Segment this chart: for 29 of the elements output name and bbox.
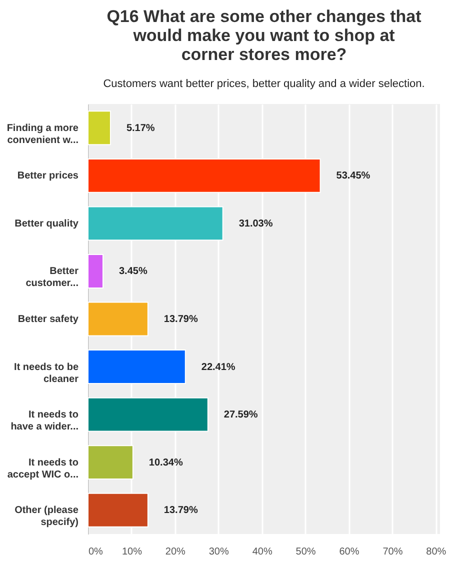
data-label: 10.34% [148,457,183,468]
data-label: 5.17% [126,122,155,134]
y-tick-label: It needs to accept WIC o... [7,457,79,480]
chart-title: Q16 What are some other changes that would make you want to shop at corner stores more? [106,7,422,64]
y-tick-label: It needs to be cleaner [14,362,79,385]
y-tick-label: Other (please specify) [14,505,79,528]
data-label: 27.59% [224,410,258,421]
x-tick-label: 20% [165,546,186,558]
y-tick-label: It needs to have a wider... [10,410,79,433]
x-tick-label: 0% [88,546,104,558]
x-tick-label: 50% [296,546,316,558]
data-label: 13.79% [164,505,198,516]
x-tick-label: 80% [426,546,446,558]
data-label: 3.45% [118,266,148,278]
y-tick-label: Better quality [14,218,79,230]
y-tick-label: Finding a more convenient w... [6,122,79,146]
data-label: 22.41% [201,362,236,373]
x-tick-label: 60% [339,546,360,558]
x-tick-label: 30% [208,546,229,558]
data-label: 53.45% [336,170,370,182]
x-tick-label: 40% [252,546,272,558]
data-label: 13.79% [164,314,198,325]
y-tick-label: Better prices [17,170,79,182]
y-tick-label: Better customer... [26,266,79,290]
data-label: 31.03% [238,218,273,230]
x-tick-label: 70% [382,546,403,558]
chart-subtitle: Customers want better prices, better quality and a wider selection. [103,78,425,90]
x-tick-label: 10% [122,546,142,558]
y-tick-label: Better safety [18,314,79,325]
